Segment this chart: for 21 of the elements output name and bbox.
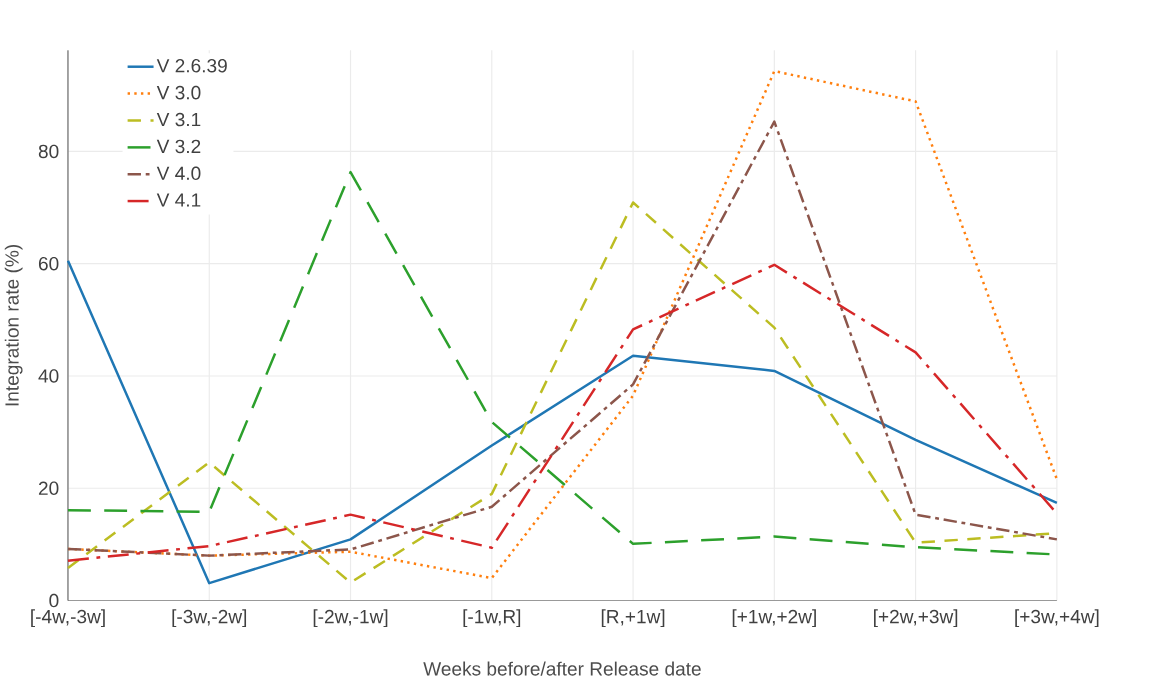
y-tick-label: 40 [38, 369, 59, 383]
x-tick-label: [-4w,-3w] [31, 609, 105, 627]
legend-label: V 3.1 [156, 112, 201, 127]
y-tick-label: 0 [49, 593, 59, 608]
x-tick-label: [-3w,-2w] [172, 609, 247, 627]
x-tick-label: [+1w,+2w] [732, 609, 816, 627]
x-axis-title: Weeks before/after Release date [423, 661, 701, 676]
y-tick-label: 80 [38, 144, 59, 158]
x-tick-label: [+3w,+4w] [1015, 609, 1099, 627]
x-tick-label: [-2w,-1w] [313, 609, 388, 627]
legend-label: V 3.2 [156, 139, 201, 153]
y-tick-label: 60 [38, 256, 59, 271]
x-tick-label: [R,+1w] [601, 609, 665, 627]
y-axis-title: Integration rate (%) [4, 244, 23, 406]
legend-label: V 3.0 [156, 85, 201, 100]
legend-label: V 4.1 [156, 193, 201, 207]
y-tick-label: 20 [38, 481, 59, 495]
x-tick-label: [-1w,R] [463, 609, 521, 627]
legend-label: V 4.0 [156, 166, 201, 180]
x-tick-label: [+2w,+3w] [874, 609, 958, 627]
legend-label: V 2.6.39 [156, 58, 227, 73]
